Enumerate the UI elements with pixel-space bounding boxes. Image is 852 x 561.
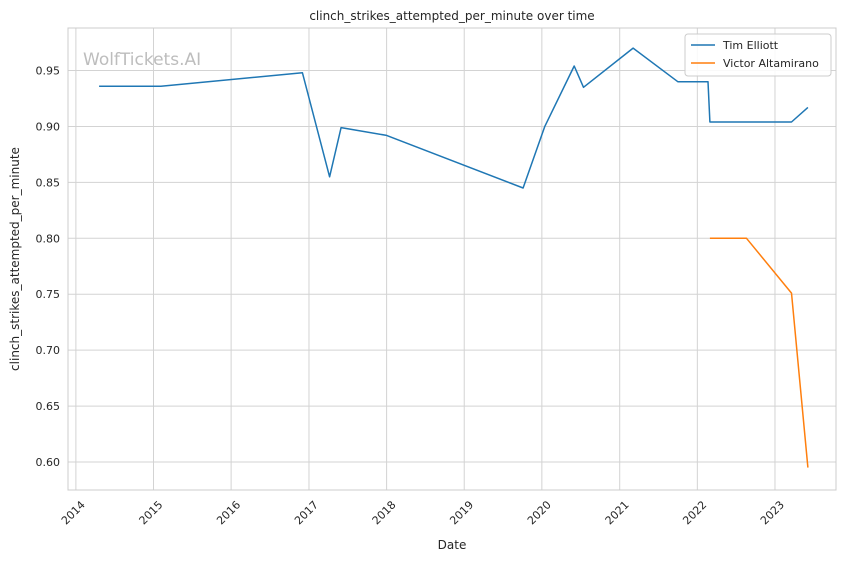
watermark: WolfTickets.AI <box>83 50 201 70</box>
plot-area <box>67 27 837 491</box>
y-tick-label: 0.60 <box>36 456 61 469</box>
legend-label: Victor Altamirano <box>723 57 819 70</box>
x-tick-label: 2020 <box>525 498 554 527</box>
x-tick-label: 2014 <box>59 498 88 527</box>
x-tick-label: 2019 <box>447 498 476 527</box>
x-axis-label: Date <box>438 538 467 552</box>
chart-title: clinch_strikes_attempted_per_minute over… <box>309 9 594 23</box>
x-tick-label: 2017 <box>292 498 321 527</box>
series-layer <box>99 47 809 468</box>
legend-box <box>684 33 832 77</box>
y-axis-label: clinch_strikes_attempted_per_minute <box>8 147 22 371</box>
y-tick-label: 0.80 <box>36 232 61 245</box>
y-tick-label: 0.95 <box>36 65 61 78</box>
x-axis-ticks: 2014 2015 2016 2017 2018 2019 2020 2021 2022 2023 <box>59 498 787 527</box>
x-tick-label: 2015 <box>137 498 166 527</box>
y-axis-ticks: 0.60 0.65 0.70 0.75 0.80 0.85 0.90 0.95 <box>36 65 61 470</box>
y-tick-label: 0.70 <box>36 344 61 357</box>
x-tick-label: 2016 <box>214 498 243 527</box>
y-tick-label: 0.65 <box>36 400 61 413</box>
y-tick-label: 0.85 <box>36 176 61 189</box>
series-line-2 <box>709 237 809 468</box>
series-line-1 <box>99 47 809 189</box>
y-tick-label: 0.75 <box>36 288 61 301</box>
x-tick-label: 2022 <box>680 498 709 527</box>
y-tick-label: 0.90 <box>36 120 61 133</box>
grid <box>68 28 836 490</box>
legend-label: Tim Elliott <box>722 39 779 52</box>
legend: Tim Elliott Victor Altamirano <box>684 33 832 77</box>
x-tick-label: 2023 <box>758 498 787 527</box>
x-tick-label: 2021 <box>603 498 632 527</box>
x-tick-label: 2018 <box>370 498 399 527</box>
